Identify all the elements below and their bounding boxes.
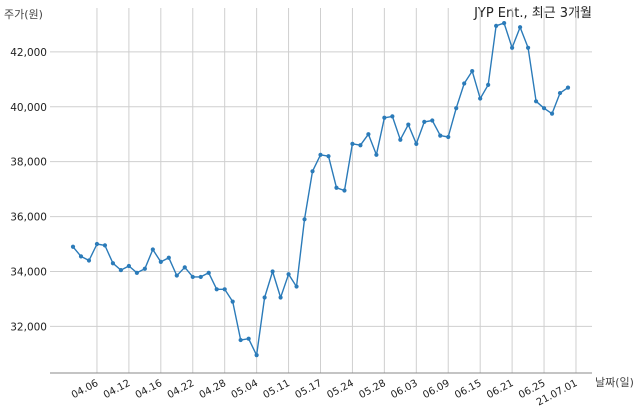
data-point [294, 284, 299, 289]
data-point [254, 353, 259, 358]
data-point [86, 258, 92, 263]
data-point [166, 255, 171, 260]
data-point [502, 20, 507, 26]
grid [50, 8, 592, 373]
data-point [525, 45, 531, 50]
data-point [286, 272, 291, 277]
data-point [78, 254, 84, 259]
data-point [446, 134, 451, 140]
data-point [150, 247, 155, 252]
data-point [398, 137, 403, 142]
x-tick-label: 06.15 [453, 378, 483, 401]
data-point [390, 114, 395, 119]
data-point [358, 143, 363, 148]
data-point [382, 115, 387, 120]
x-tick-label: 05.04 [230, 378, 260, 401]
data-point [134, 270, 139, 275]
x-tick-label: 06.21 [485, 378, 515, 401]
data-point [118, 267, 124, 273]
y-tick-label: 34,000 [10, 266, 47, 278]
data-point [454, 106, 459, 111]
x-tick-label: 04.06 [70, 378, 100, 401]
data-point [214, 287, 219, 292]
data-point [517, 25, 523, 30]
y-axis-label: 주가(원) [4, 8, 43, 21]
data-point [110, 261, 116, 266]
y-tick-label: 40,000 [10, 102, 47, 114]
data-point [438, 133, 443, 138]
data-point [230, 299, 235, 304]
data-point [142, 266, 147, 271]
x-tick-label: 05.11 [262, 378, 292, 401]
data-point [222, 287, 227, 292]
y-tick-label: 32,000 [10, 321, 47, 333]
data-point [374, 152, 379, 157]
data-point [278, 295, 283, 300]
x-axis-label: 날짜(일) [595, 375, 634, 389]
data-point [342, 188, 347, 193]
y-tick-label: 38,000 [10, 157, 47, 169]
data-point [158, 259, 163, 264]
x-tick-label: 05.17 [293, 378, 323, 401]
data-point [406, 122, 411, 127]
x-tick-label: 04.16 [134, 378, 164, 401]
y-tick-label: 36,000 [10, 212, 47, 224]
data-point [350, 141, 355, 146]
data-point [478, 96, 483, 101]
data-point [565, 85, 571, 90]
data-point [198, 274, 203, 280]
x-tick-labels: 04.06 04.12 04.16 04.22 04.28 05.04 05.11 05.17… [70, 378, 579, 409]
data-point [470, 69, 475, 74]
data-point [270, 269, 275, 274]
data-point [102, 243, 108, 248]
data-point [174, 273, 179, 278]
data-point [462, 81, 467, 86]
chart-title: JYP Ent., 최근 3개월 [473, 6, 592, 21]
price-series [70, 20, 571, 358]
data-point [414, 141, 419, 146]
data-point [190, 274, 195, 280]
data-point [366, 132, 371, 137]
data-point [302, 217, 307, 222]
data-point [486, 82, 491, 87]
data-point [262, 295, 267, 300]
x-tick-label: 04.12 [102, 378, 132, 401]
y-tick-labels: 32,000 34,000 36,000 38,000 40,000 42,000 [10, 47, 47, 333]
data-point [430, 118, 435, 123]
data-point [246, 336, 251, 341]
x-tick-label: 06.09 [421, 378, 451, 401]
y-tick-label: 42,000 [10, 47, 47, 59]
data-point [334, 185, 339, 190]
data-point [494, 23, 499, 28]
data-point [70, 244, 76, 249]
data-point [557, 90, 563, 96]
data-point [533, 99, 539, 104]
x-tick-label: 05.28 [357, 378, 387, 401]
x-tick-label: 05.24 [325, 378, 355, 401]
data-point [326, 154, 331, 159]
data-point [126, 263, 131, 269]
data-point [238, 337, 243, 343]
data-point [510, 45, 515, 50]
data-point [182, 265, 187, 270]
data-point [94, 241, 100, 247]
x-tick-label: 06.03 [389, 378, 419, 401]
x-tick-label: 04.28 [198, 378, 228, 401]
data-point [422, 119, 427, 124]
data-point [541, 106, 547, 111]
data-point [310, 169, 315, 174]
x-tick-label: 04.22 [166, 378, 196, 401]
data-point [206, 270, 211, 275]
data-point [318, 152, 323, 157]
data-point [549, 111, 555, 116]
